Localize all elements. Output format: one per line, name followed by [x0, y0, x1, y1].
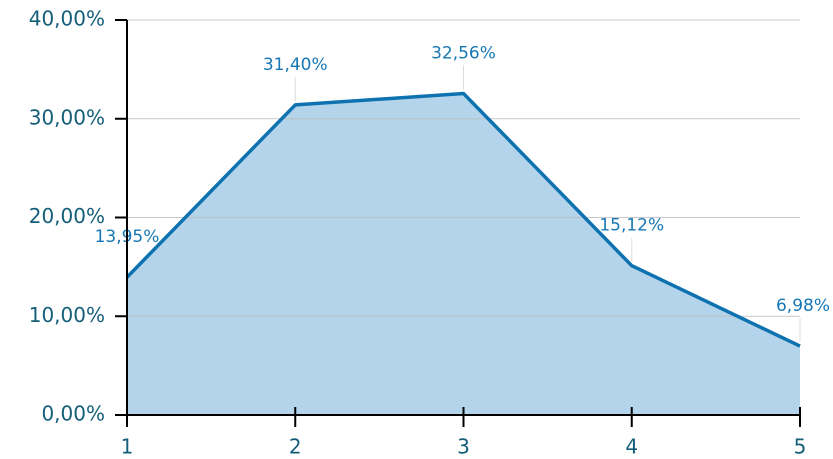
y-tick-label: 10,00%: [29, 303, 105, 327]
y-tick-label: 0,00%: [41, 402, 105, 426]
x-tick-label: 1: [121, 435, 134, 459]
area: [127, 93, 800, 415]
y-tick-label: 30,00%: [29, 105, 105, 129]
data-label: 15,12%: [599, 216, 664, 236]
y-tick-label: 40,00%: [29, 7, 105, 31]
data-label: 6,98%: [776, 296, 830, 316]
x-tick-label: 2: [289, 435, 302, 459]
x-tick-label: 5: [794, 435, 807, 459]
data-label: 32,56%: [431, 43, 496, 63]
x-tick-label: 4: [625, 435, 638, 459]
line: [125, 91, 801, 348]
data-label: 31,40%: [263, 55, 328, 75]
y-tick-label: 20,00%: [29, 204, 105, 228]
x-tick-label: 3: [457, 435, 470, 459]
